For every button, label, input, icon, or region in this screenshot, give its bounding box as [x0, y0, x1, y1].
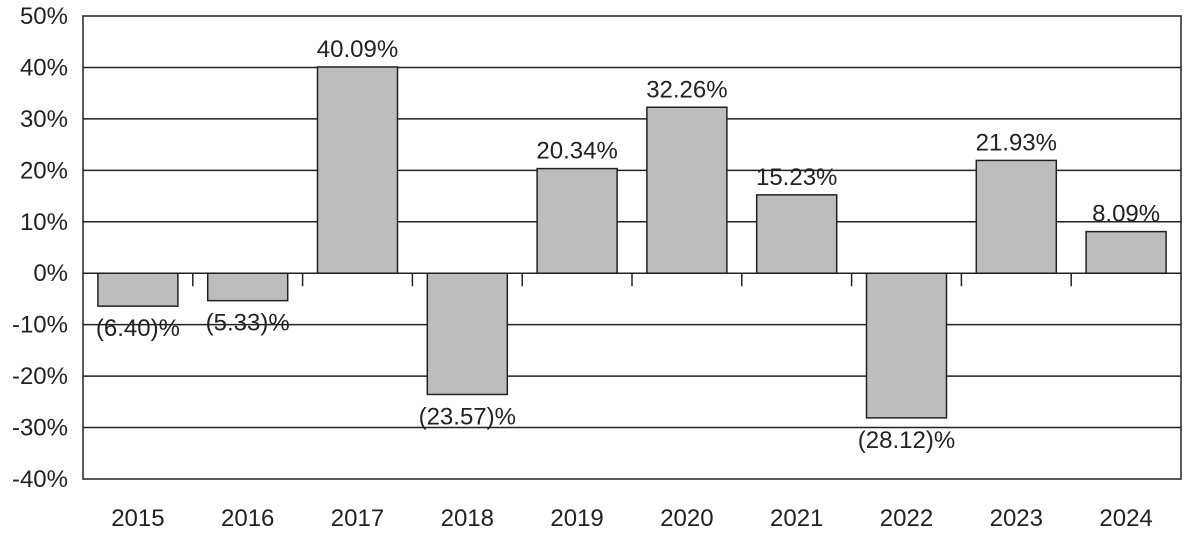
- data-label-2024: 8.09%: [1092, 201, 1160, 228]
- bars: [97, 66, 1167, 419]
- y-tick-label: -10%: [12, 312, 68, 339]
- bar-2020: [646, 106, 728, 274]
- x-tick-label: 2015: [111, 505, 164, 532]
- y-axis-tick-labels: 50% 40% 30% 20% 10% 0% -10% -20% -30% -40%: [12, 3, 68, 493]
- bar-2021: [755, 194, 838, 274]
- data-label-2022: (28.12)%: [858, 427, 955, 454]
- data-label-2023: 21.93%: [976, 129, 1057, 156]
- bar-2019: [536, 167, 618, 274]
- y-tick-label: 40%: [20, 54, 68, 81]
- data-label-2021: 15.23%: [756, 164, 837, 191]
- plot-frame: [82, 15, 1182, 480]
- bar-2017: [316, 66, 399, 274]
- data-label-2019: 20.34%: [536, 138, 617, 165]
- y-tick-label: -20%: [12, 363, 68, 390]
- x-tick-label: 2016: [221, 505, 274, 532]
- bar-2024: [1085, 230, 1167, 274]
- plot-border: [82, 15, 1182, 480]
- bar-2023: [975, 159, 1058, 274]
- x-tick-label: 2019: [550, 505, 603, 532]
- bar-2015: [97, 272, 179, 307]
- y-tick-label: 10%: [20, 209, 68, 236]
- data-label-2017: 40.09%: [317, 36, 398, 63]
- x-tick-label: 2021: [770, 505, 823, 532]
- x-tick-label: 2022: [880, 505, 933, 532]
- y-tick-label: -40%: [12, 466, 68, 493]
- bar-2016: [206, 272, 289, 302]
- y-tick-label: 20%: [20, 157, 68, 184]
- data-label-2018: (23.57)%: [419, 403, 516, 430]
- data-label-2020: 32.26%: [646, 76, 727, 103]
- x-tick-label: 2020: [660, 505, 713, 532]
- x-tick-label: 2017: [331, 505, 384, 532]
- x-tick-label: 2018: [441, 505, 494, 532]
- x-axis-tick-labels: 2015 2016 2017 2018 2019 2020 2021 2022 2023 2024: [111, 505, 1153, 532]
- data-label-2016: (5.33)%: [206, 310, 290, 337]
- y-tick-label: 30%: [20, 106, 68, 133]
- data-labels: (6.40)% (5.33)% 40.09% (23.57)% 20.34% 32.26%…: [96, 36, 1160, 454]
- bar-2018: [426, 272, 509, 396]
- x-tick-label: 2023: [990, 505, 1043, 532]
- x-tick-label: 2024: [1099, 505, 1152, 532]
- data-label-2015: (6.40)%: [96, 315, 180, 342]
- y-tick-label: 50%: [20, 3, 68, 30]
- y-tick-label: 0%: [33, 260, 68, 287]
- y-tick-label: -30%: [12, 415, 68, 442]
- bar-2022: [865, 272, 948, 419]
